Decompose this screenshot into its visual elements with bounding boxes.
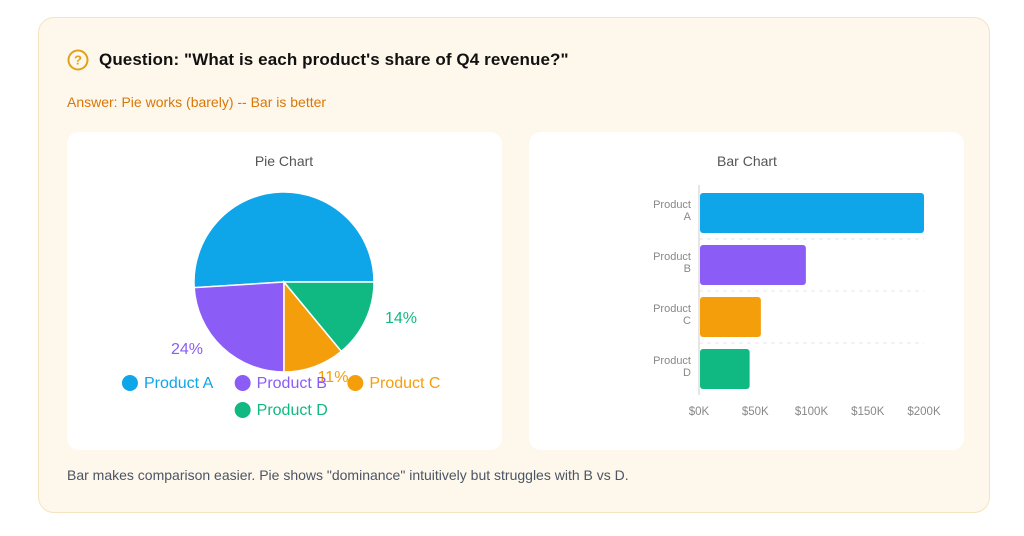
bar-product-d xyxy=(700,349,750,389)
x-tick-label: $150K xyxy=(851,406,885,418)
bar-product-c xyxy=(700,297,761,337)
legend-item-product-b[interactable]: Product B xyxy=(234,375,327,392)
bar-chart: Bar Chart Product A Product B Product C Product… xyxy=(653,153,941,418)
bar-category-label: Product C xyxy=(653,303,691,327)
question-circle-icon: ? xyxy=(67,49,89,71)
x-tick-label: $50K xyxy=(742,406,769,418)
x-tick-label: $100K xyxy=(795,406,829,418)
pie-title: Pie Chart xyxy=(255,153,313,169)
footer-note: Bar makes comparison easier. Pie shows "… xyxy=(67,467,629,483)
pie-slice-product-a xyxy=(193,191,375,289)
bar-category-label: Product D xyxy=(653,355,691,379)
bar-product-b xyxy=(700,245,806,285)
x-tick-label: $0K xyxy=(689,406,710,418)
legend-swatch xyxy=(234,375,251,391)
legend-item-product-d[interactable]: Product D xyxy=(234,402,328,419)
legend-swatch xyxy=(234,402,251,418)
question-text: Question: "What is each product's share … xyxy=(99,50,569,69)
pie-chart-panel: Pie Chart 24% 11% 14% Product A Product B Prod… xyxy=(67,132,502,450)
legend-item-product-a[interactable]: Product A xyxy=(121,375,214,392)
pie-slice-product-d xyxy=(282,281,375,353)
legend-swatch xyxy=(121,375,138,391)
pie-data-label: 24% xyxy=(171,341,203,358)
svg-text:?: ? xyxy=(74,53,82,68)
bar-chart-panel: Bar Chart Product A Product B Product C Product… xyxy=(529,132,964,450)
comparison-card: ? Question: "What is each product's shar… xyxy=(38,17,990,513)
bar-title: Bar Chart xyxy=(717,153,777,169)
pie-data-label: 14% xyxy=(385,310,417,327)
question-row: ? Question: "What is each product's shar… xyxy=(67,49,569,71)
pie-data-label: 11% xyxy=(318,369,349,386)
bar-product-a xyxy=(700,193,924,233)
legend-swatch xyxy=(347,375,364,391)
bar-category-label: Product B xyxy=(653,251,691,275)
legend-item-product-c[interactable]: Product C xyxy=(347,375,440,392)
legend-label: Product B xyxy=(257,375,327,392)
pie-slice-product-b xyxy=(193,281,285,373)
legend-label: Product C xyxy=(369,375,440,392)
legend-label: Product D xyxy=(257,402,328,419)
x-tick-label: $200K xyxy=(907,406,941,418)
answer-text: Answer: Pie works (barely) -- Bar is bet… xyxy=(67,94,327,110)
legend-label: Product A xyxy=(144,375,214,392)
pie-chart: Pie Chart 24% 11% 14% Product A Product B Prod… xyxy=(121,153,440,419)
bar-category-label: Product A xyxy=(653,199,692,223)
